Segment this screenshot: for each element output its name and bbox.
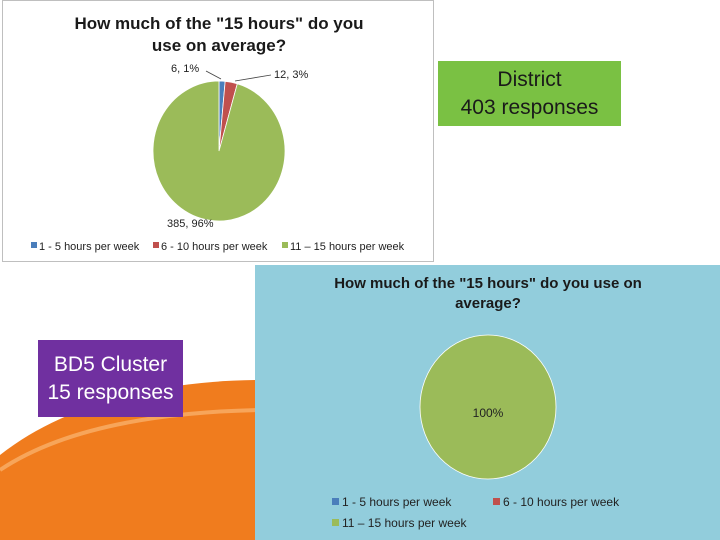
chart2-legend-swatch-2 bbox=[493, 498, 500, 505]
chart1-legend-label-1: 1 - 5 hours per week bbox=[39, 241, 140, 253]
chart2-pie-slice-3 bbox=[419, 334, 557, 480]
chart1-leader-line-2 bbox=[234, 74, 272, 82]
chart2-legend-swatch-1 bbox=[332, 498, 339, 505]
chart2-legend-label-2: 6 - 10 hours per week bbox=[503, 495, 620, 509]
chart1-pie-slice-3 bbox=[152, 80, 286, 222]
district-chart-panel: How much of the "15 hours" do you use on… bbox=[2, 0, 434, 262]
chart1-data-label-3: 385, 96% bbox=[167, 218, 214, 230]
chart2-legend-label-3: 11 – 15 hours per week bbox=[342, 516, 468, 530]
chart1-legend-swatch-2 bbox=[153, 242, 159, 248]
chart1-legend-swatch-3 bbox=[282, 242, 288, 248]
chart2-legend: 1 - 5 hours per week 6 - 10 hours per we… bbox=[332, 495, 620, 530]
chart2-legend-label-1: 1 - 5 hours per week bbox=[342, 495, 452, 509]
chart1-title-line1: How much of the "15 hours" do you bbox=[74, 14, 363, 33]
chart1-slices bbox=[152, 80, 286, 222]
chart1-legend-label-2: 6 - 10 hours per week bbox=[161, 241, 268, 253]
swoosh-highlight bbox=[0, 408, 263, 472]
cluster-pie-chart: How much of the "15 hours" do you use on… bbox=[332, 275, 642, 530]
swoosh-shape bbox=[0, 380, 262, 540]
chart1-leader-line-1 bbox=[205, 70, 222, 80]
district-responses: 403 responses bbox=[460, 95, 599, 119]
chart1-data-label-1: 6, 1% bbox=[171, 63, 199, 75]
cluster-info-box: BD5 Cluster 15 responses bbox=[38, 340, 183, 417]
chart1-data-label-2: 12, 3% bbox=[274, 69, 308, 81]
chart1-legend-label-3: 11 – 15 hours per week bbox=[290, 241, 405, 253]
chart2-title-line1: How much of the "15 hours" do you use on bbox=[334, 275, 642, 292]
chart1-title-line2: use on average? bbox=[152, 36, 286, 55]
chart2-slices bbox=[419, 334, 557, 480]
chart2-legend-swatch-3 bbox=[332, 519, 339, 526]
cluster-label: BD5 Cluster bbox=[53, 352, 168, 376]
cluster-responses: 15 responses bbox=[47, 380, 174, 404]
district-pie-chart: How much of the "15 hours" do you use on… bbox=[31, 14, 405, 253]
district-label: District bbox=[497, 67, 562, 91]
chart1-legend: 1 - 5 hours per week 6 - 10 hours per we… bbox=[31, 241, 405, 253]
chart1-legend-swatch-1 bbox=[31, 242, 37, 248]
district-info-box: District 403 responses bbox=[438, 61, 621, 126]
chart2-data-label-1: 100% bbox=[473, 406, 504, 420]
cluster-chart-panel: How much of the "15 hours" do you use on… bbox=[255, 265, 720, 540]
chart2-title-line2: average? bbox=[455, 295, 521, 312]
